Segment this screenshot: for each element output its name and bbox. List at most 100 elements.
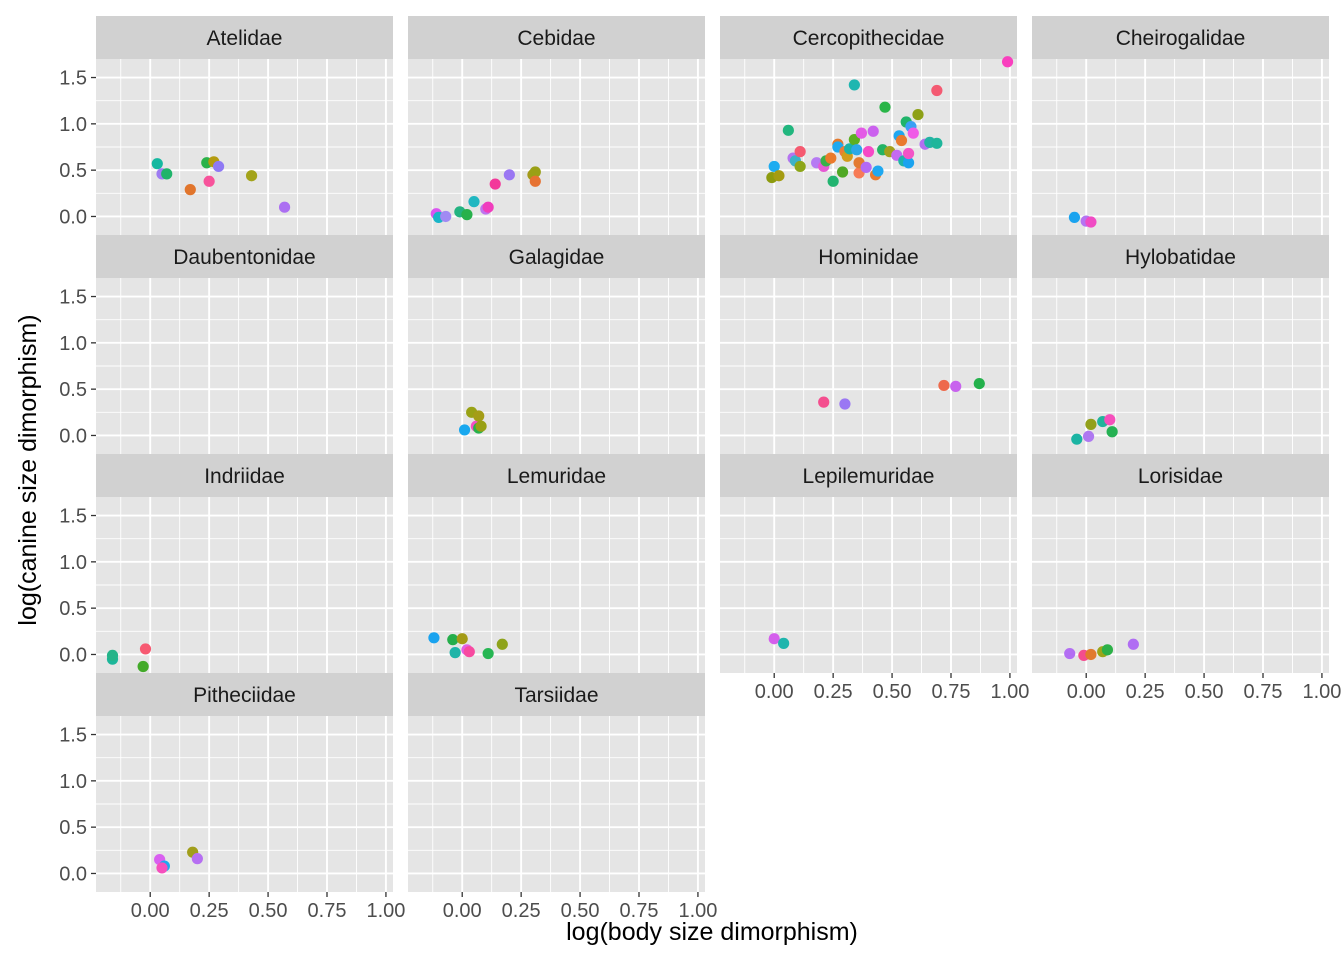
facet-hominidae: Hominidae (720, 235, 1017, 454)
y-tick-label: 0.5 (59, 598, 87, 620)
data-point (1106, 426, 1118, 438)
data-point (867, 125, 879, 137)
data-point (468, 196, 480, 208)
facet-strip-label: Cebidae (517, 27, 595, 50)
facet-strip (96, 16, 393, 59)
data-point (855, 127, 868, 139)
data-point (245, 170, 258, 182)
data-point (1064, 647, 1076, 660)
facet-strip-label: Tarsiidae (514, 684, 598, 707)
data-point (161, 168, 173, 180)
y-tick-label: 1.0 (59, 333, 87, 355)
y-tick-label: 0.0 (59, 425, 87, 447)
data-point (203, 175, 215, 187)
data-point (1001, 56, 1014, 68)
data-point (912, 108, 924, 121)
x-tick-label: 0.25 (814, 681, 853, 703)
facet-strip-label: Daubentonidae (173, 246, 315, 269)
y-tick-label: 1.0 (59, 552, 87, 574)
data-point (440, 210, 452, 223)
data-point (1085, 418, 1097, 430)
x-tick-label: 0.75 (308, 900, 347, 922)
data-point (862, 146, 875, 158)
data-point (778, 637, 790, 649)
x-tick-label: 0.75 (1244, 681, 1283, 703)
facet-cheirogalidae: Cheirogalidae (1032, 16, 1329, 235)
data-point (529, 166, 541, 178)
data-point (1104, 414, 1116, 426)
facet-cebidae: Cebidae (408, 16, 705, 235)
facet-strip-label: Atelidae (207, 27, 283, 50)
data-point (931, 137, 943, 149)
facet-strip-label: Lemuridae (507, 465, 606, 488)
data-point (156, 862, 168, 874)
x-tick-label: 0.50 (873, 681, 912, 703)
data-point (428, 632, 440, 644)
data-point (278, 201, 291, 213)
x-axis-title: log(body size dimorphism) (566, 918, 858, 946)
y-tick-label: 1.5 (59, 68, 87, 90)
x-tick-label: 1.00 (366, 900, 405, 922)
data-point (825, 152, 837, 164)
facet-strip-label: Cheirogalidae (1116, 27, 1246, 50)
data-point (137, 660, 149, 673)
facet-strip (408, 673, 705, 716)
data-point (151, 158, 163, 170)
data-point (773, 170, 785, 182)
facet-lepilemuridae: Lepilemuridae 0.00 0.25 0.50 0.75 1.00 (720, 454, 1029, 703)
data-point (848, 79, 860, 91)
data-point (902, 157, 915, 169)
facet-strip-label: Hominidae (818, 246, 918, 269)
facet-strip (1032, 454, 1329, 497)
data-point (1082, 430, 1095, 442)
x-tick-label: 0.25 (190, 900, 229, 922)
facet-strip-label: Lorisidae (1138, 465, 1223, 488)
y-tick-label: 0.0 (59, 206, 87, 228)
data-point (461, 209, 473, 221)
data-point (836, 166, 849, 178)
facet-strip-label: Galagidae (509, 246, 605, 269)
data-point (768, 160, 780, 173)
data-point (475, 420, 487, 432)
y-axis-title: log(canine size dimorphism) (14, 314, 42, 625)
data-point (938, 379, 950, 392)
facet-strip-label: Hylobatidae (1125, 246, 1236, 269)
facet-strip (720, 454, 1017, 497)
x-tick-label: 0.50 (249, 900, 288, 922)
data-point (106, 649, 119, 662)
x-tick-label: 0.75 (932, 681, 971, 703)
facet-atelidae: Atelidae 0.0 0.5 1.0 1.5 (59, 16, 393, 235)
facet-indriidae: Indriidae 0.0 0.5 1.0 1.5 (59, 454, 393, 673)
data-point (950, 380, 962, 392)
y-tick-label: 1.0 (59, 114, 87, 136)
facet-galagidae: Galagidae (408, 235, 705, 454)
data-point (458, 424, 471, 436)
facet-strip-label: Indriidae (204, 465, 285, 488)
data-point (872, 165, 884, 177)
data-point (879, 101, 891, 113)
data-point (1101, 644, 1114, 656)
data-point (529, 175, 541, 187)
x-tick-label: 0.25 (502, 900, 541, 922)
y-tick-label: 1.5 (59, 506, 87, 528)
data-point (496, 638, 508, 650)
y-tick-label: 0.5 (59, 379, 87, 401)
facet-hylobatidae: Hylobatidae (1032, 235, 1329, 454)
data-point (503, 169, 515, 181)
data-point (782, 124, 794, 136)
data-point (1071, 433, 1083, 445)
data-point (212, 160, 225, 173)
facet-strip (96, 235, 393, 278)
facet-strip (1032, 235, 1329, 278)
data-point (1127, 638, 1139, 650)
x-tick-label: 0.25 (1126, 681, 1165, 703)
data-point (768, 633, 780, 645)
facet-strip (720, 16, 1017, 59)
x-tick-label: 0.75 (620, 900, 659, 922)
data-point (447, 634, 459, 646)
facets-layer: Atelidae 0.0 0.5 1.0 1.5 Cebidae Cercopithecid… (59, 16, 1341, 922)
data-point (1085, 216, 1097, 228)
x-tick-label: 0.00 (1067, 681, 1106, 703)
facet-strip (96, 673, 393, 716)
